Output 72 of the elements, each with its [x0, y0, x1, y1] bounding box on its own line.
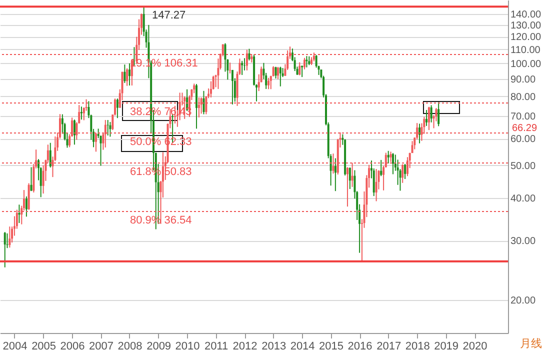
candlestick — [375, 168, 378, 202]
candlestick — [346, 166, 348, 208]
candlestick — [268, 77, 270, 90]
x-tick-label: 2007 — [89, 340, 114, 352]
candlestick — [438, 102, 440, 127]
candlestick — [49, 142, 52, 168]
y-tick-label: 120.00 — [510, 32, 542, 44]
candlestick — [276, 66, 279, 80]
candlestick — [430, 104, 432, 123]
x-tick-label: 2020 — [462, 340, 488, 352]
y-tick-label: 140.00 — [510, 10, 542, 21]
candlestick — [279, 66, 282, 87]
y-tick-label: 80.00 — [510, 92, 536, 103]
y-tick-label: 60.00 — [510, 134, 536, 146]
candlestick — [124, 64, 126, 84]
candlestick — [229, 62, 232, 74]
text: 月线 — [520, 337, 542, 350]
candlestick — [25, 196, 28, 218]
candlestick — [428, 106, 430, 131]
candlestick — [392, 152, 394, 175]
y-tick-label: 40.00 — [510, 194, 536, 205]
x-tick-label: 2017 — [376, 340, 402, 352]
ref-line-label: 147.27 — [152, 10, 186, 22]
candlestick — [73, 119, 76, 146]
x-tick-label: 2014 — [290, 340, 315, 352]
candlestick — [109, 121, 112, 138]
candlestick — [387, 150, 390, 164]
candlestick — [18, 204, 20, 224]
x-tick-label: 2009 — [146, 340, 172, 352]
candlestick — [404, 163, 406, 180]
y-tick-label: 70.00 — [510, 111, 536, 122]
x-tick-label: 2018 — [405, 340, 430, 352]
y-tick-label: 50.00 — [510, 160, 536, 172]
candlestick — [8, 226, 11, 248]
candlestick — [202, 90, 205, 115]
candlestick — [116, 98, 118, 119]
x-tick-label: 2010 — [175, 340, 200, 352]
x-tick-label: 2016 — [348, 340, 372, 352]
y-tick-label: 100.00 — [510, 59, 542, 70]
candlestick — [30, 166, 32, 192]
x-tick-label: 2008 — [118, 340, 142, 352]
y-tick-label: 110.00 — [510, 44, 541, 56]
x-tick-label: 2013 — [262, 340, 286, 352]
y-tick-label: 130.00 — [510, 20, 542, 32]
candlestick — [106, 120, 109, 136]
candlestick — [128, 62, 130, 86]
y-tick-label: 20.00 — [510, 296, 536, 307]
candlestick — [195, 83, 198, 130]
x-tick-label: 2011 — [204, 340, 228, 352]
y-tick-label: 30.00 — [510, 236, 536, 248]
candlestick — [272, 66, 274, 77]
candlestick — [426, 109, 428, 126]
x-tick-label: 2006 — [60, 340, 85, 352]
x-tick-label: 2004 — [2, 340, 28, 352]
candlestick — [334, 158, 336, 192]
x-tick-label: 2019 — [434, 340, 459, 352]
candlestick — [380, 159, 382, 177]
candlestick — [241, 60, 244, 76]
y-tick-label: 90.00 — [510, 74, 536, 86]
candlestick — [298, 62, 301, 76]
candlestick — [306, 56, 308, 68]
candlestick — [4, 231, 6, 268]
candlestick — [418, 123, 421, 144]
candlestick — [231, 69, 234, 105]
candlestick — [126, 68, 128, 86]
text: 66.29 — [512, 123, 538, 134]
candlestick — [348, 167, 351, 190]
candlestick — [248, 48, 250, 61]
x-tick-label: 2012 — [232, 340, 258, 352]
x-tick-label: 2015 — [319, 340, 344, 352]
x-tick-label: 2005 — [32, 340, 56, 352]
candlestick — [304, 57, 306, 70]
